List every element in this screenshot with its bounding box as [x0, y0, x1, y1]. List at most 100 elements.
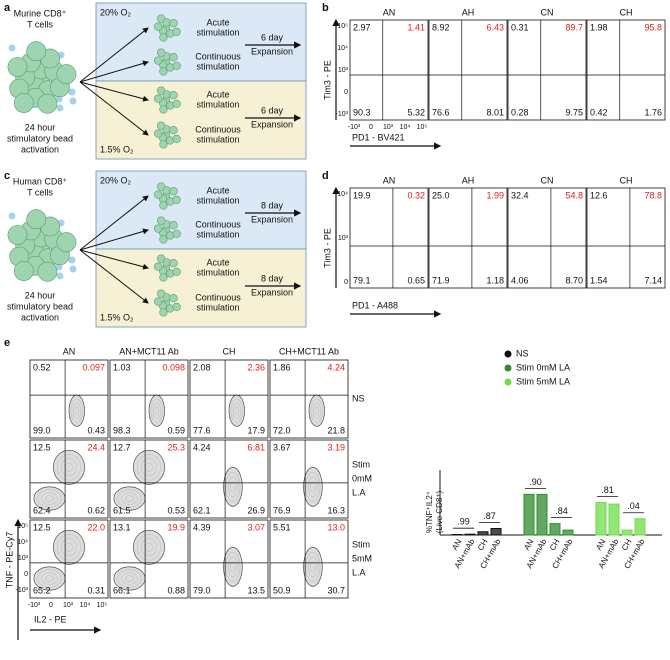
cell [37, 93, 58, 114]
quadrant-value: 0.62 [87, 505, 105, 515]
cell [159, 67, 168, 76]
cell [172, 99, 181, 109]
stimulation-label: stimulation [196, 267, 239, 277]
cell [153, 56, 163, 65]
x-tick-label: 10⁴ [400, 124, 411, 131]
y-tick-label: 10⁴ [337, 191, 348, 198]
y-axis-label: (Live CD8⁺) [435, 490, 444, 533]
bead [55, 263, 63, 271]
schematic-footer: activation [21, 312, 59, 322]
cell [169, 53, 178, 62]
cell [153, 94, 163, 103]
p-value: .87 [483, 511, 496, 521]
stimulation-label: Acute [206, 89, 229, 99]
contour [228, 394, 245, 427]
quadrant-value: 98.3 [113, 425, 131, 435]
cell [37, 261, 58, 282]
quadrant-value: 4.24 [193, 442, 211, 452]
quadrant-value: 3.19 [327, 442, 345, 452]
quadrant-value: 50.9 [273, 585, 291, 595]
cell [7, 225, 28, 245]
bead [69, 265, 77, 273]
quadrant-value: 8.92 [432, 22, 450, 32]
cell [159, 235, 168, 244]
oxygen-label: 20% O₂ [100, 7, 132, 17]
schematic-footer: 24 hour [25, 122, 56, 132]
row-label: L.A [352, 567, 366, 577]
cell [159, 140, 168, 149]
quadrant-value: 13.0 [327, 522, 345, 532]
quadrant-value: 17.9 [247, 425, 265, 435]
contour [308, 394, 325, 427]
flow-plot [109, 359, 189, 439]
flow-plot [586, 187, 666, 289]
quadrant-value: 71.9 [432, 275, 450, 285]
plot-title: CN [541, 175, 554, 185]
quadrant-value: 9.75 [565, 107, 583, 117]
bead [56, 104, 64, 112]
quadrant-value: 4.24 [327, 362, 345, 372]
bar [634, 518, 646, 536]
axis-label: IL2 - PE [34, 614, 67, 624]
stimulation-label: Acute [206, 17, 229, 27]
schematic-title: Human CD8⁺ [13, 176, 68, 186]
oxygen-label: 1.5% O₂ [100, 144, 134, 154]
cell [153, 22, 163, 31]
quadrant-value: 0.28 [511, 107, 529, 117]
cell [56, 232, 77, 253]
quadrant-value: 90.3 [353, 107, 371, 117]
cell [169, 187, 178, 196]
cell [159, 308, 168, 317]
quadrant-value: 54.8 [565, 190, 583, 200]
expansion-label: Expansion [251, 119, 293, 129]
flow-plot [507, 19, 587, 121]
quadrant-value: 5.32 [407, 107, 425, 117]
x-tick-label: 0 [369, 124, 373, 131]
quadrant-value: 61.5 [113, 505, 131, 515]
y-tick-label: 10⁴ [337, 45, 348, 52]
flow-plot [586, 19, 666, 121]
flow-plot [428, 19, 508, 121]
cell [159, 105, 168, 114]
quadrant-value: 0.31 [511, 22, 529, 32]
cell [172, 229, 181, 239]
quadrant-value: 2.08 [193, 362, 211, 372]
quadrant-value: 19.9 [167, 522, 185, 532]
schematic-footer: stimulatory bead [7, 301, 73, 311]
contour [303, 466, 323, 507]
plot-title: AH [462, 7, 475, 17]
bead [55, 95, 63, 103]
cell [172, 27, 181, 37]
legend-label: Stim 0mM LA [516, 362, 570, 372]
quadrant-value: 95.8 [644, 22, 662, 32]
flow-plot [189, 359, 269, 439]
expansion-label: 8 day [261, 273, 284, 283]
arrow [79, 195, 149, 251]
plot-title: CH [620, 7, 633, 17]
cell [156, 86, 166, 95]
quadrant-value: 2.36 [247, 362, 265, 372]
axis-label: Tim3 - PE [322, 60, 332, 100]
cell [172, 302, 181, 312]
p-value: .84 [555, 506, 568, 516]
contour [53, 529, 85, 565]
stimulation-label: Continuous [195, 219, 241, 229]
arrow [79, 249, 149, 304]
bar [621, 529, 633, 536]
y-axis-label: %TNF⁺IL2⁺ [425, 491, 434, 533]
plot-title: AN [383, 175, 396, 185]
bead [8, 212, 16, 220]
x-tick-label: 10³ [63, 602, 74, 609]
quadrant-value: 1.54 [590, 275, 608, 285]
quadrant-value: 0.32 [407, 190, 425, 200]
row-label: 0mM [352, 473, 372, 483]
contour [303, 546, 323, 587]
bar [562, 529, 574, 536]
quadrant-value: 0.59 [167, 425, 185, 435]
quadrant-value: 13.5 [247, 585, 265, 595]
quadrant-value: 76.6 [432, 107, 450, 117]
flow-plot [349, 19, 429, 121]
column-title: CH [223, 346, 236, 356]
cell [159, 273, 168, 282]
